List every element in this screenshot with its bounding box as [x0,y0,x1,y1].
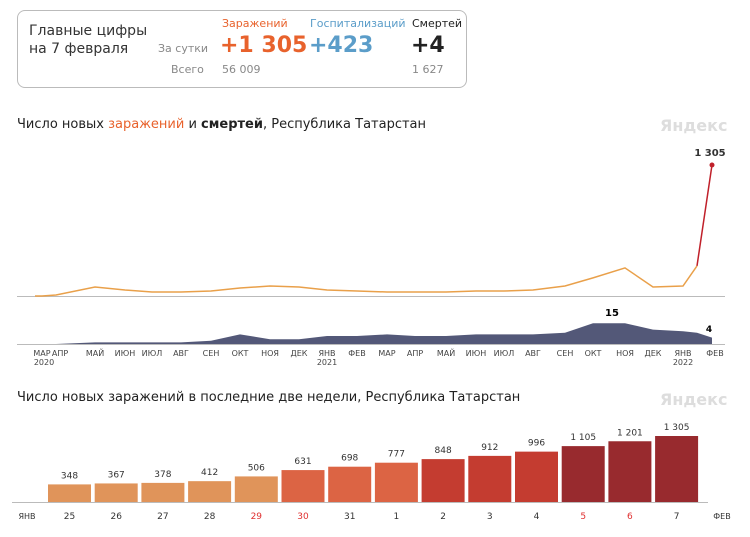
month-tick: ФЕВ [348,349,365,358]
month-tick: ОКТ [585,349,602,358]
month-tick: МАЙ [86,347,104,358]
deaths-label: Смертей [412,17,463,30]
infections-line [35,265,698,297]
bar [94,483,138,502]
month-tick: ИЮЛ [494,349,515,358]
day-tick: 30 [297,512,309,522]
month-tick: ЯНВ [318,349,335,358]
bar [655,436,699,502]
month-tick: ЯНВ [674,349,691,358]
day-tick: 29 [251,512,263,522]
bar-value-label: 848 [435,446,452,456]
bar-value-label: 631 [294,457,311,467]
month-tick: АПР [407,349,423,358]
infections-spike [696,164,713,266]
month-tick: НОЯ [261,349,279,358]
month-tick: ИЮН [115,349,136,358]
day-tick: 28 [204,512,216,522]
month-tick: СЕН [203,349,220,358]
infections-day: +1 305 [220,33,308,58]
bar-value-label: 367 [108,470,125,480]
yandex-logo-2: Яндекс [660,390,728,409]
month-tick: АПР [52,349,68,358]
bar-value-label: 1 305 [664,423,690,433]
infections-total: 56 009 [222,63,261,76]
day-tick: 26 [110,512,122,522]
bar-value-label: 912 [481,443,498,453]
day-tick: 31 [344,512,355,522]
bar [328,466,372,502]
bar [421,459,465,502]
bar-value-label: 378 [154,470,171,480]
day-tick: 3 [487,512,493,522]
bar [141,482,185,502]
day-tick: 5 [580,512,586,522]
month-tick: ОКТ [232,349,249,358]
bar-value-label: 348 [61,471,78,481]
bar [281,470,325,502]
day-tick: 1 [394,512,400,522]
bar [234,476,278,502]
month-tick: МАР [33,349,50,358]
bar [48,484,91,502]
infections-last-point [709,162,715,168]
month-tick: СЕН [557,349,574,358]
hospital-label: Госпитализаций [310,17,406,30]
deaths-peak-label: 15 [605,308,619,319]
summary-card: Главные цифры на 7 февраля За сутки Всего… [17,10,467,88]
chart2-title: Число новых заражений в последние две не… [17,390,521,405]
bar-value-label: 1 105 [570,433,596,443]
deaths-day: +4 [411,33,445,58]
year-tick: 2022 [673,358,693,367]
month-tick: ДЕК [291,349,308,358]
bar-value-label: 1 201 [617,428,643,438]
day-tick: 4 [534,512,540,522]
day-tick: 7 [674,512,680,522]
year-tick: 2021 [317,358,337,367]
chart1-title: Число новых заражений и смертей, Республ… [17,117,427,132]
bar [561,446,605,502]
bar-value-label: 412 [201,468,218,478]
month-tick: МАР [378,349,395,358]
hospital-day: +423 [309,33,374,58]
year-tick: 2020 [34,358,54,367]
axis-end-label: ФЕВ [713,512,730,521]
month-tick: ДЕК [645,349,662,358]
bar-value-label: 698 [341,454,358,464]
month-tick: НОЯ [616,349,634,358]
row-day-label: За сутки [158,42,209,55]
bar [608,441,652,502]
deaths-last-label: 4 [706,325,712,335]
summary-title: Главные цифры на 7 февраля [29,23,148,57]
month-tick: ИЮЛ [142,349,163,358]
day-tick: 2 [440,512,446,522]
bar [515,451,558,502]
yandex-logo: Яндекс [660,116,728,135]
bar-value-label: 506 [248,463,265,473]
bar [188,481,232,502]
day-tick: 27 [157,512,168,522]
month-tick: МАЙ [437,347,455,358]
month-tick: АВГ [173,349,189,358]
bar-value-label: 996 [528,439,545,449]
month-tick: ИЮН [466,349,487,358]
deaths-total: 1 627 [412,63,444,76]
bar-value-label: 777 [388,450,405,460]
day-tick: 6 [627,512,633,522]
day-tick: 25 [64,512,75,522]
deaths-area [35,323,712,344]
bar [468,455,512,502]
axis-start-label: ЯНВ [18,512,35,521]
infections-label: Заражений [222,17,288,30]
infections-peak-label: 1 305 [694,148,725,159]
bar [374,462,418,502]
month-tick: ФЕВ [706,349,723,358]
month-tick: АВГ [525,349,541,358]
row-total-label: Всего [171,63,204,76]
